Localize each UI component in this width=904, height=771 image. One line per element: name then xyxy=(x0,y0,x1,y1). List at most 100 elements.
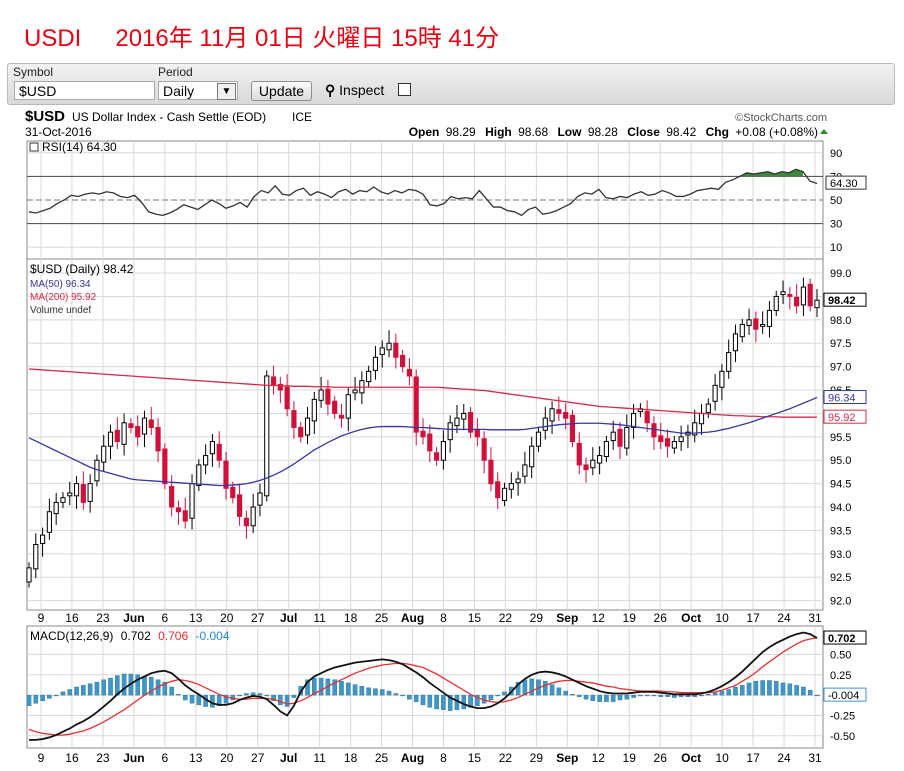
macd-histogram-bar xyxy=(719,690,725,696)
macd-histogram-bar xyxy=(135,674,140,696)
candle-body xyxy=(209,441,216,455)
candle-body xyxy=(372,356,379,371)
x-axis-macd: 9 16 23 Jun 6 13 20 27 Jul 11 18 25 Aug 8 15 22 29 Sep 12 1… xyxy=(38,751,822,765)
symbol-input[interactable]: $USD xyxy=(14,81,155,100)
macd-histogram-bar xyxy=(685,694,691,697)
candle-body xyxy=(549,408,555,422)
candle-body xyxy=(379,347,385,355)
candle-body xyxy=(393,342,399,358)
price-y-tick: 92.0 xyxy=(830,596,851,608)
macd-histogram-bar xyxy=(502,691,507,696)
candle-body xyxy=(705,403,711,414)
macd-histogram-bar xyxy=(733,686,738,696)
x-tick-label: Sep xyxy=(556,751,578,765)
candle-body xyxy=(107,431,114,447)
macd-histogram-bar xyxy=(672,694,677,698)
x-tick-label: 16 xyxy=(65,751,79,765)
macd-histogram-bar xyxy=(339,681,344,696)
candle-body xyxy=(597,455,603,464)
x-tick-label: 18 xyxy=(344,751,358,765)
candle-body xyxy=(590,459,596,469)
candle-body xyxy=(128,423,134,428)
macd-histogram-bar xyxy=(318,677,324,696)
x-tick-label: 23 xyxy=(96,751,110,765)
inspect-checkbox[interactable] xyxy=(398,83,411,96)
candle-body xyxy=(400,354,406,368)
macd-histogram-bar xyxy=(773,681,779,696)
x-tick-label: 25 xyxy=(375,751,389,765)
candle-body xyxy=(223,460,229,489)
close-last-value-box xyxy=(823,292,867,307)
update-button[interactable]: Update xyxy=(251,81,312,101)
close-value: 98.42 xyxy=(666,125,696,139)
macd-histogram-bar xyxy=(210,694,215,708)
macd-histogram-bar xyxy=(563,690,568,696)
rsi-line xyxy=(28,168,818,217)
rsi-legend-icon xyxy=(29,142,39,152)
candle-body xyxy=(73,483,80,497)
macd-histogram-bar xyxy=(604,694,609,702)
chevron-down-icon[interactable]: ▼ xyxy=(217,83,236,100)
magnifier-icon: ⚲ xyxy=(325,82,336,98)
candle-body xyxy=(678,436,684,443)
rsi-y-tick: 10 xyxy=(830,242,842,254)
x-tick-label: 24 xyxy=(777,611,791,625)
candle-body xyxy=(277,383,283,391)
macd-histogram-bar xyxy=(801,686,806,696)
macd-histogram-bar xyxy=(692,694,698,697)
candle-body xyxy=(413,376,419,433)
open-value: 98.29 xyxy=(446,125,476,139)
x-tick-label: 17 xyxy=(746,751,760,765)
x-tick-label: Sep xyxy=(556,611,578,625)
price-panel xyxy=(26,258,824,611)
macd-histogram-bar xyxy=(767,680,772,696)
price-y-tick: 97.0 xyxy=(830,362,851,374)
macd-histogram-bar xyxy=(284,694,290,707)
candle-body xyxy=(135,426,141,438)
macd-histogram-bar xyxy=(291,694,297,698)
x-tick-label: 29 xyxy=(530,611,544,625)
macd-histogram-bar xyxy=(434,694,439,710)
macd-histogram-bar xyxy=(461,694,467,710)
x-tick-label: 13 xyxy=(189,751,203,765)
ma50-line xyxy=(28,396,818,487)
macd-histogram-bar xyxy=(400,694,405,697)
macd-histogram-bar xyxy=(658,694,664,697)
inspect-label: Inspect xyxy=(339,82,385,98)
period-select[interactable]: Daily ▼ xyxy=(158,81,238,100)
ohlc-line: Open 98.29 High 98.68 Low 98.28 Close 98… xyxy=(409,125,818,139)
x-tick-label: 31 xyxy=(808,751,822,765)
candle-body xyxy=(773,295,779,311)
x-tick-label: 15 xyxy=(468,751,482,765)
candle-body xyxy=(753,318,759,330)
candle-body xyxy=(60,497,66,503)
macd-histogram-bar xyxy=(760,680,765,696)
macd-signal-line xyxy=(28,637,818,736)
candle-body xyxy=(481,438,487,461)
macd-histogram-bar xyxy=(699,694,704,697)
header-exchange: ICE xyxy=(292,110,312,124)
macd-y-tick: -0.50 xyxy=(830,731,855,743)
page-title-datetime: 2016年 11月 01日 火曜日 15時 41分 xyxy=(115,25,500,52)
macd-y-tick: 0.25 xyxy=(830,670,851,682)
candle-body xyxy=(726,352,732,372)
candle-body xyxy=(39,534,46,545)
candle-body xyxy=(644,411,650,424)
macd-histogram-bar xyxy=(312,677,317,696)
candle-body xyxy=(719,370,725,388)
header-symbol: $USD xyxy=(25,108,65,125)
rsi-y-tick: 30 xyxy=(830,219,842,231)
macd-histogram-bar xyxy=(427,694,433,708)
macd-y-tick: 0.50 xyxy=(830,649,851,661)
inspect-toggle[interactable]: ⚲ Inspect xyxy=(325,82,384,99)
x-tick-label: 17 xyxy=(746,611,760,625)
candle-body xyxy=(101,445,107,463)
candle-body xyxy=(794,296,800,307)
x-tick-label: 26 xyxy=(654,751,668,765)
candle-body xyxy=(440,441,446,461)
x-tick-label: 8 xyxy=(440,751,447,765)
candle-body xyxy=(243,517,249,527)
ma200-legend: MA(200) 95.92 xyxy=(30,292,97,303)
candle-body xyxy=(563,412,569,419)
macd-histogram-bar xyxy=(726,689,731,696)
